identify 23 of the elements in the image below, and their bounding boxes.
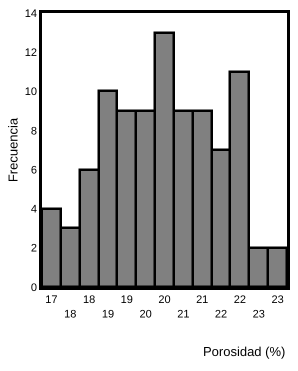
y-tick-label: 10	[24, 86, 38, 98]
x-tick-label: 18	[82, 294, 96, 306]
y-tick-label: 0	[30, 282, 38, 294]
x-tick-label: 20	[140, 308, 152, 320]
x-tick-label: 19	[102, 308, 114, 320]
x-tick-label: 23	[271, 294, 284, 306]
x-tick-label: 23	[252, 308, 265, 320]
y-tick-label: 6	[30, 164, 38, 176]
x-tick-label: 21	[196, 294, 208, 306]
x-tick-label: 17	[45, 294, 58, 306]
x-tick-label: 22	[214, 308, 228, 320]
y-axis-title: Frecuencia	[6, 117, 21, 182]
x-axis-title: Porosidad (%)	[203, 344, 286, 359]
x-tick-label: 22	[234, 294, 246, 306]
x-tick-label: 20	[158, 294, 171, 306]
y-tick-label: 4	[30, 204, 38, 216]
y-tick-label: 12	[24, 46, 38, 59]
x-tick-label: 18	[64, 308, 76, 320]
y-tick-label: 14	[24, 8, 38, 20]
x-tick-label: 21	[177, 308, 190, 320]
y-tick-label: 2	[30, 242, 38, 255]
y-tick-label: 8	[30, 125, 38, 138]
x-tick-label: 19	[120, 294, 133, 306]
